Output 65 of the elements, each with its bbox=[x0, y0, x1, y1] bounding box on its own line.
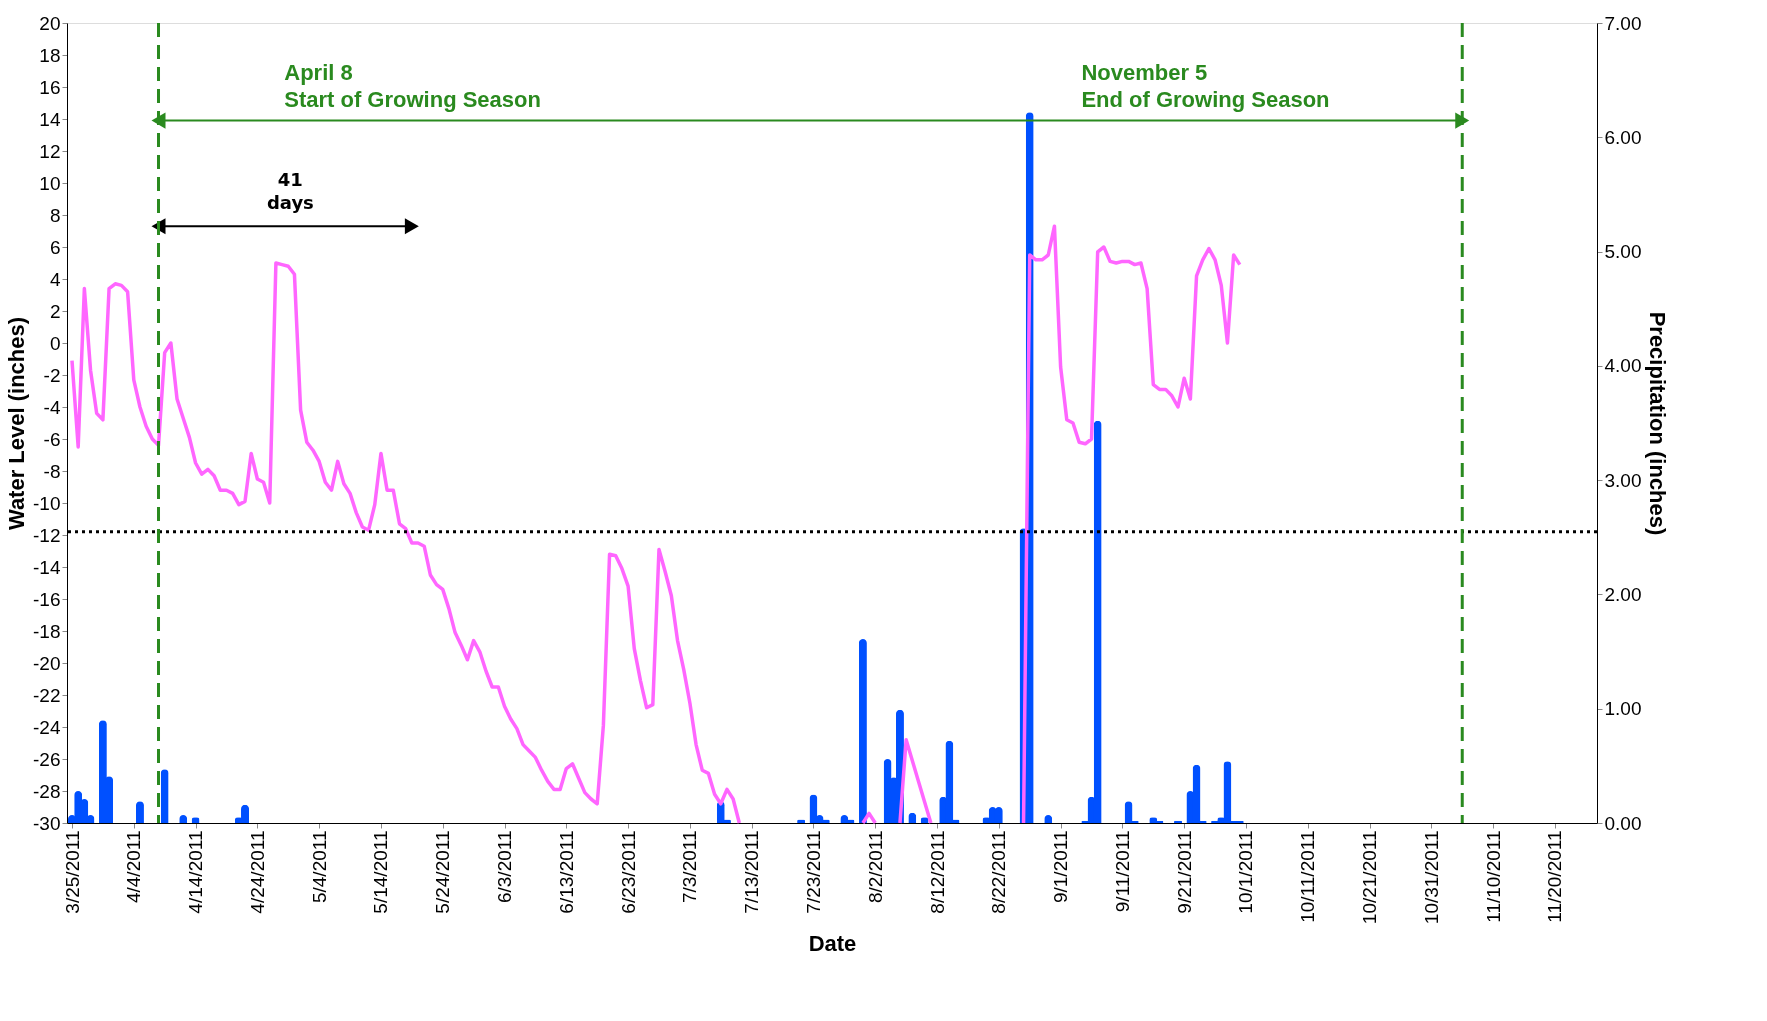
x-tick-label: 9/1/2011 bbox=[1050, 830, 1072, 904]
y-tick-label: -16 bbox=[33, 588, 61, 610]
y-tick-label: 8 bbox=[49, 204, 61, 226]
y-tick-label: -18 bbox=[33, 620, 61, 642]
y-tick-label: -14 bbox=[33, 556, 61, 578]
y-tick-label: -26 bbox=[33, 748, 61, 770]
x-tick-label: 8/12/2011 bbox=[926, 830, 948, 914]
annotation: 41 days bbox=[266, 169, 314, 213]
x-tick-label: 5/14/2011 bbox=[370, 830, 392, 914]
annotation: November 5 End of Growing Season bbox=[1081, 59, 1330, 113]
x-tick-label: 5/4/2011 bbox=[308, 830, 330, 904]
x-tick-label: 11/10/2011 bbox=[1482, 830, 1504, 923]
y-tick-label: 10 bbox=[39, 172, 61, 194]
x-tick-label: 10/31/2011 bbox=[1420, 830, 1442, 925]
y-tick-label: 2 bbox=[49, 300, 61, 322]
y2-tick-label: 2.00 bbox=[1604, 583, 1642, 605]
x-tick-label: 10/11/2011 bbox=[1297, 830, 1319, 923]
y-tick-label: 14 bbox=[39, 108, 61, 130]
x-tick-label: 6/23/2011 bbox=[617, 830, 639, 914]
y-axis-title: Water Level (inches) bbox=[4, 316, 30, 531]
y-tick-label: -4 bbox=[43, 396, 61, 418]
y-tick-label: 16 bbox=[39, 76, 61, 98]
y-tick-label: 6 bbox=[49, 236, 61, 258]
x-tick-label: 8/2/2011 bbox=[864, 830, 886, 904]
x-tick-label: 7/13/2011 bbox=[741, 830, 763, 914]
x-tick-label: 7/23/2011 bbox=[802, 830, 824, 914]
annotation: April 8 Start of Growing Season bbox=[284, 59, 541, 113]
y2-tick-label: 1.00 bbox=[1604, 698, 1642, 720]
x-tick-label: 7/3/2011 bbox=[679, 830, 701, 904]
y-tick-label: -2 bbox=[43, 364, 61, 386]
y2-tick-label: 0.00 bbox=[1604, 812, 1642, 834]
y2-tick-label: 6.00 bbox=[1604, 126, 1642, 148]
x-tick-label: 4/14/2011 bbox=[185, 830, 207, 914]
x-tick-label: 8/22/2011 bbox=[988, 830, 1010, 914]
x-tick-label: 10/1/2011 bbox=[1235, 830, 1257, 914]
y-tick-label: 20 bbox=[39, 12, 61, 34]
y-tick-label: 12 bbox=[39, 140, 61, 162]
x-tick-label: 4/4/2011 bbox=[123, 830, 145, 904]
y2-tick-label: 5.00 bbox=[1604, 241, 1642, 263]
y2-axis-title: Precipitation (inches) bbox=[1645, 311, 1671, 536]
y-tick-label: -20 bbox=[33, 652, 61, 674]
y-tick-label: -24 bbox=[33, 716, 61, 738]
x-tick-label: 6/3/2011 bbox=[494, 830, 516, 904]
x-tick-label: 5/24/2011 bbox=[432, 830, 454, 914]
y2-tick-label: 4.00 bbox=[1604, 355, 1642, 377]
y-tick-label: -12 bbox=[33, 524, 61, 546]
y-tick-label: -10 bbox=[33, 492, 61, 514]
y-tick-label: 4 bbox=[49, 268, 61, 290]
y-tick-label: -8 bbox=[43, 460, 61, 482]
x-tick-label: 10/21/2011 bbox=[1359, 830, 1381, 925]
x-tick-label: 9/11/2011 bbox=[1111, 830, 1133, 913]
y-tick-label: 18 bbox=[39, 44, 61, 66]
y-tick-label: 0 bbox=[49, 332, 61, 354]
y-tick-label: -30 bbox=[33, 812, 61, 834]
y-tick-label: -6 bbox=[43, 428, 61, 450]
y-tick-label: -22 bbox=[33, 684, 61, 706]
x-tick-label: 11/20/2011 bbox=[1544, 830, 1566, 923]
x-tick-label: 3/25/2011 bbox=[61, 830, 83, 914]
y2-tick-label: 7.00 bbox=[1604, 12, 1642, 34]
x-tick-label: 4/24/2011 bbox=[246, 830, 268, 914]
y2-tick-label: 3.00 bbox=[1604, 469, 1642, 491]
y-tick-label: -28 bbox=[33, 780, 61, 802]
x-axis-title: Date bbox=[808, 931, 857, 957]
x-tick-label: 9/21/2011 bbox=[1173, 830, 1195, 914]
x-tick-label: 6/13/2011 bbox=[555, 830, 577, 914]
